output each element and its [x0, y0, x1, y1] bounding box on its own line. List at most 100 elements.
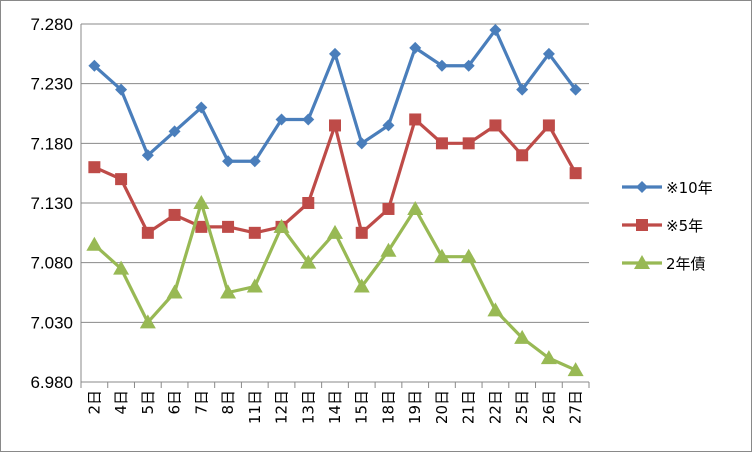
axes [80, 24, 590, 388]
data-point [569, 167, 582, 180]
y-tick-label: 7.230 [30, 75, 73, 94]
data-point [355, 226, 368, 239]
data-point [514, 329, 531, 344]
data-point [88, 59, 101, 72]
data-point [222, 220, 235, 233]
x-tick-label: 5日 [139, 390, 157, 415]
x-tick-label: 2日 [85, 390, 103, 415]
data-point [636, 219, 648, 231]
data-point [489, 23, 502, 36]
x-tick-label: 13日 [299, 390, 317, 424]
data-point [516, 83, 529, 96]
data-point [353, 278, 370, 293]
data-point [569, 83, 582, 96]
data-point [567, 362, 584, 377]
data-point [302, 113, 315, 126]
data-point [88, 161, 101, 174]
x-tick-label: 27日 [567, 390, 585, 424]
x-tick-label: 20日 [433, 390, 451, 424]
data-point [115, 83, 128, 96]
data-point [542, 119, 555, 132]
x-tick-label: 8日 [219, 390, 237, 415]
data-point [275, 113, 288, 126]
data-point [489, 119, 502, 132]
x-tick-label: 22日 [486, 390, 504, 424]
data-point [407, 200, 424, 215]
data-point [141, 226, 154, 239]
legend-label: 2年債 [666, 255, 706, 273]
x-tick-labels: 2日 4日 5日 6日 7日 8日 11日 12日 13日 14日 15日 18日 19日 20日 21日 2… [85, 390, 584, 424]
y-tick-labels: 7.280 7.230 7.180 7.130 7.080 7.030 6.980 [30, 15, 73, 392]
gridlines [81, 23, 589, 323]
x-tick-label: 6日 [166, 390, 184, 415]
data-point [141, 149, 154, 162]
data-point [302, 197, 315, 209]
x-tick-label: 26日 [540, 390, 558, 424]
data-point [300, 254, 317, 269]
x-tick-label: 11日 [246, 390, 264, 424]
y-tick-label: 7.030 [30, 313, 73, 332]
y-tick-label: 7.080 [30, 254, 73, 273]
data-point [382, 119, 395, 132]
data-point [355, 137, 368, 150]
y-tick-label: 7.280 [30, 15, 73, 34]
series-2 [88, 113, 582, 239]
data-point [327, 224, 343, 239]
data-point [166, 284, 183, 299]
data-point [195, 101, 208, 114]
data-point [329, 47, 341, 60]
data-point [329, 119, 341, 132]
y-tick-label: 7.180 [30, 134, 73, 153]
data-point [246, 278, 263, 293]
data-point [409, 41, 422, 54]
data-point [115, 173, 128, 186]
data-point [435, 59, 448, 72]
series-1 [88, 23, 582, 168]
data-point [634, 255, 650, 269]
data-point [139, 314, 156, 329]
data-point [462, 137, 475, 150]
x-tick-label: 18日 [379, 390, 397, 424]
legend-label: ※5年 [666, 217, 703, 235]
x-tick-label: 25日 [513, 390, 531, 424]
legend: ※10年 ※5年 2年債 [622, 179, 713, 273]
data-point [433, 248, 450, 263]
data-point [487, 302, 504, 317]
x-tick-label: 4日 [112, 390, 130, 415]
data-point [220, 284, 237, 299]
data-point [435, 137, 448, 150]
legend-entry: ※5年 [622, 217, 703, 235]
data-point [636, 181, 648, 193]
data-point [462, 59, 475, 72]
y-tick-label: 7.130 [30, 194, 73, 213]
data-point [113, 260, 130, 275]
data-point [516, 149, 529, 162]
data-point [248, 226, 261, 239]
data-point [168, 208, 181, 221]
y-tick-label: 6.980 [30, 373, 73, 392]
data-point [273, 218, 290, 233]
data-point [168, 125, 181, 138]
data-point [382, 202, 395, 215]
x-tick-label: 19日 [406, 390, 424, 424]
data-point [540, 350, 557, 365]
legend-entry: ※10年 [622, 179, 713, 197]
data-point [193, 195, 210, 209]
data-point [86, 236, 103, 251]
data-point [222, 155, 235, 168]
data-point [460, 248, 477, 263]
data-point [248, 155, 261, 168]
series-group [86, 23, 584, 377]
legend-entry: 2年債 [622, 255, 706, 273]
x-tick-label: 14日 [326, 390, 344, 424]
legend-label: ※10年 [666, 179, 713, 197]
x-tick-label: 15日 [353, 390, 371, 424]
data-point [409, 113, 422, 126]
series-3 [86, 195, 584, 377]
x-tick-label: 7日 [192, 390, 210, 415]
data-point [195, 220, 208, 233]
x-tick-label: 12日 [273, 390, 291, 424]
data-point [542, 47, 555, 60]
data-point [380, 242, 397, 257]
